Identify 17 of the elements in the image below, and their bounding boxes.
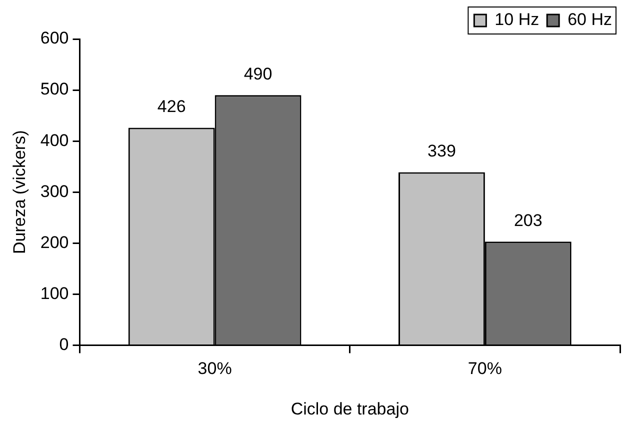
y-tick-label: 600: [40, 28, 69, 48]
legend-label: 60 Hz: [568, 10, 612, 30]
y-tick-label: 200: [40, 232, 69, 252]
x-axis-title: Ciclo de trabajo: [290, 399, 409, 418]
x-tick-label: 30%: [198, 359, 232, 378]
legend-label: 10 Hz: [494, 10, 540, 30]
y-tick-label: 500: [40, 80, 69, 99]
data-label: 203: [514, 210, 542, 230]
y-axis-title: Dureza (vickers): [10, 130, 29, 254]
y-tick-label: 100: [40, 284, 69, 303]
y-tick-label: 300: [40, 182, 69, 201]
y-tick-label: 400: [40, 130, 69, 150]
data-label: 339: [428, 141, 456, 160]
data-label: 490: [244, 64, 272, 84]
x-tick-label: 70%: [468, 359, 502, 378]
data-label: 426: [157, 96, 186, 116]
y-tick-label: 0: [59, 334, 69, 354]
